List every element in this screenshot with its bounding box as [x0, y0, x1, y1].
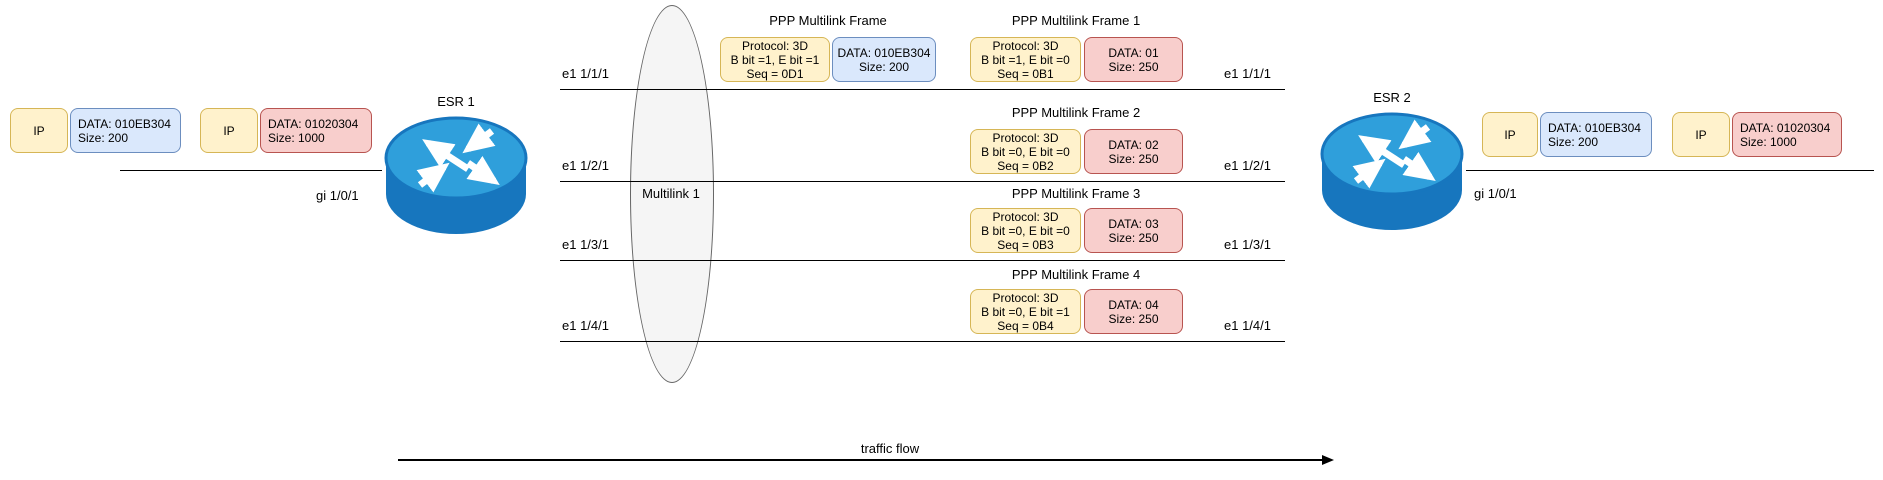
- fragment-3-protocol-box: Protocol: 3D B bit =0, E bit =0 Seq = 0B…: [970, 208, 1081, 253]
- packet-size-text: Size: 250: [1108, 311, 1159, 326]
- fragment-4-title: PPP Multilink Frame 4: [1011, 267, 1141, 282]
- bits-text: B bit =0, E bit =1: [981, 304, 1070, 319]
- e1-link-1: [560, 89, 1285, 90]
- traffic-flow-arrowhead-icon: [1322, 455, 1334, 465]
- packet-data-text: DATA: 03: [1108, 216, 1159, 231]
- ip-header-label: IP: [33, 123, 45, 138]
- packet-size-text: Size: 200: [78, 130, 129, 145]
- packet-size-text: Size: 1000: [268, 130, 325, 145]
- interface-label-gi-left: gi 1/0/1: [316, 188, 359, 203]
- seq-text: Seq = 0B4: [997, 318, 1054, 333]
- seq-text: Seq = 0D1: [746, 66, 804, 81]
- bits-text: B bit =0, E bit =0: [981, 223, 1070, 238]
- fragment-3-data-box: DATA: 03 Size: 250: [1084, 208, 1183, 253]
- packet-data-text: DATA: 02: [1108, 137, 1159, 152]
- protocol-text: Protocol: 3D: [992, 209, 1059, 224]
- e1-link-3: [560, 260, 1285, 261]
- fragment-4-protocol-box: Protocol: 3D B bit =0, E bit =1 Seq = 0B…: [970, 289, 1081, 334]
- fragment-1-protocol-box: Protocol: 3D B bit =1, E bit =0 Seq = 0B…: [970, 37, 1081, 82]
- ppp-frame-protocol-box: Protocol: 3D B bit =1, E bit =1 Seq = 0D…: [720, 37, 830, 82]
- port-label-left-2: e1 1/2/1: [562, 158, 609, 173]
- port-label-left-3: e1 1/3/1: [562, 237, 609, 252]
- protocol-text: Protocol: 3D: [992, 38, 1059, 53]
- port-label-right-1: e1 1/1/1: [1224, 66, 1271, 81]
- packet-data-text: DATA: 01020304: [1740, 120, 1831, 135]
- ip-header-box: IP: [1672, 112, 1730, 157]
- router-esr1-label: ESR 1: [437, 94, 475, 109]
- seq-text: Seq = 0B1: [997, 66, 1054, 81]
- packet-size-text: Size: 1000: [1740, 134, 1797, 149]
- packet-size-text: Size: 250: [1108, 59, 1159, 74]
- protocol-text: Protocol: 3D: [741, 38, 809, 53]
- fragment-1-title: PPP Multilink Frame 1: [1011, 13, 1141, 28]
- ip-header-label: IP: [223, 123, 235, 138]
- packet-data-box: DATA: 01020304 Size: 1000: [1732, 112, 1842, 157]
- packet-size-text: Size: 250: [1108, 151, 1159, 166]
- ip-header-box: IP: [200, 108, 258, 153]
- packet-size-text: Size: 200: [1548, 134, 1599, 149]
- packet-data-text: DATA: 010EB304: [1548, 120, 1641, 135]
- ip-header-box: IP: [10, 108, 68, 153]
- protocol-text: Protocol: 3D: [992, 290, 1059, 305]
- port-label-left-4: e1 1/4/1: [562, 318, 609, 333]
- fragment-2-data-box: DATA: 02 Size: 250: [1084, 129, 1183, 174]
- router-icon: [1320, 112, 1464, 230]
- fragment-2-title: PPP Multilink Frame 2: [1011, 105, 1141, 120]
- ip-header-label: IP: [1695, 127, 1707, 142]
- packet-size-text: Size: 250: [1108, 230, 1159, 245]
- packet-size-text: Size: 200: [858, 59, 910, 74]
- router-icon: [384, 116, 528, 234]
- packet-data-text: DATA: 01: [1108, 45, 1159, 60]
- seq-text: Seq = 0B3: [997, 237, 1054, 252]
- traffic-flow-label: traffic flow: [860, 441, 920, 456]
- access-link-left: [120, 170, 382, 171]
- bits-text: B bit =1, E bit =1: [730, 52, 820, 67]
- ip-header-label: IP: [1504, 127, 1516, 142]
- e1-link-4: [560, 341, 1285, 342]
- packet-data-text: DATA: 04: [1108, 297, 1159, 312]
- e1-link-2: [560, 181, 1285, 182]
- port-label-right-3: e1 1/3/1: [1224, 237, 1271, 252]
- seq-text: Seq = 0B2: [997, 158, 1054, 173]
- ip-header-box: IP: [1482, 112, 1538, 157]
- interface-label-gi-right: gi 1/0/1: [1474, 186, 1517, 201]
- bits-text: B bit =1, E bit =0: [981, 52, 1070, 67]
- ppp-frame-title: PPP Multilink Frame: [769, 13, 887, 28]
- port-label-right-4: e1 1/4/1: [1224, 318, 1271, 333]
- multilink-label: Multilink 1: [642, 186, 700, 201]
- packet-data-text: DATA: 01020304: [268, 116, 359, 131]
- port-label-right-2: e1 1/2/1: [1224, 158, 1271, 173]
- traffic-flow-line: [398, 459, 1324, 461]
- packet-data-box: DATA: 01020304 Size: 1000: [260, 108, 372, 153]
- router-esr1: [382, 112, 530, 240]
- fragment-4-data-box: DATA: 04 Size: 250: [1084, 289, 1183, 334]
- multilink-bundle-ellipse: [630, 5, 714, 383]
- port-label-left-1: e1 1/1/1: [562, 66, 609, 81]
- packet-data-box: DATA: 010EB304 Size: 200: [70, 108, 181, 153]
- fragment-1-data-box: DATA: 01 Size: 250: [1084, 37, 1183, 82]
- router-esr2-label: ESR 2: [1373, 90, 1411, 105]
- fragment-2-protocol-box: Protocol: 3D B bit =0, E bit =0 Seq = 0B…: [970, 129, 1081, 174]
- packet-data-text: DATA: 010EB304: [78, 116, 171, 131]
- fragment-3-title: PPP Multilink Frame 3: [1011, 186, 1141, 201]
- bits-text: B bit =0, E bit =0: [981, 144, 1070, 159]
- protocol-text: Protocol: 3D: [992, 130, 1059, 145]
- access-link-right: [1466, 170, 1874, 171]
- router-esr2: [1318, 108, 1466, 236]
- packet-data-box: DATA: 010EB304 Size: 200: [1540, 112, 1652, 157]
- ppp-frame-data-box: DATA: 010EB304 Size: 200: [832, 37, 936, 82]
- packet-data-text: DATA: 010EB304: [837, 45, 931, 60]
